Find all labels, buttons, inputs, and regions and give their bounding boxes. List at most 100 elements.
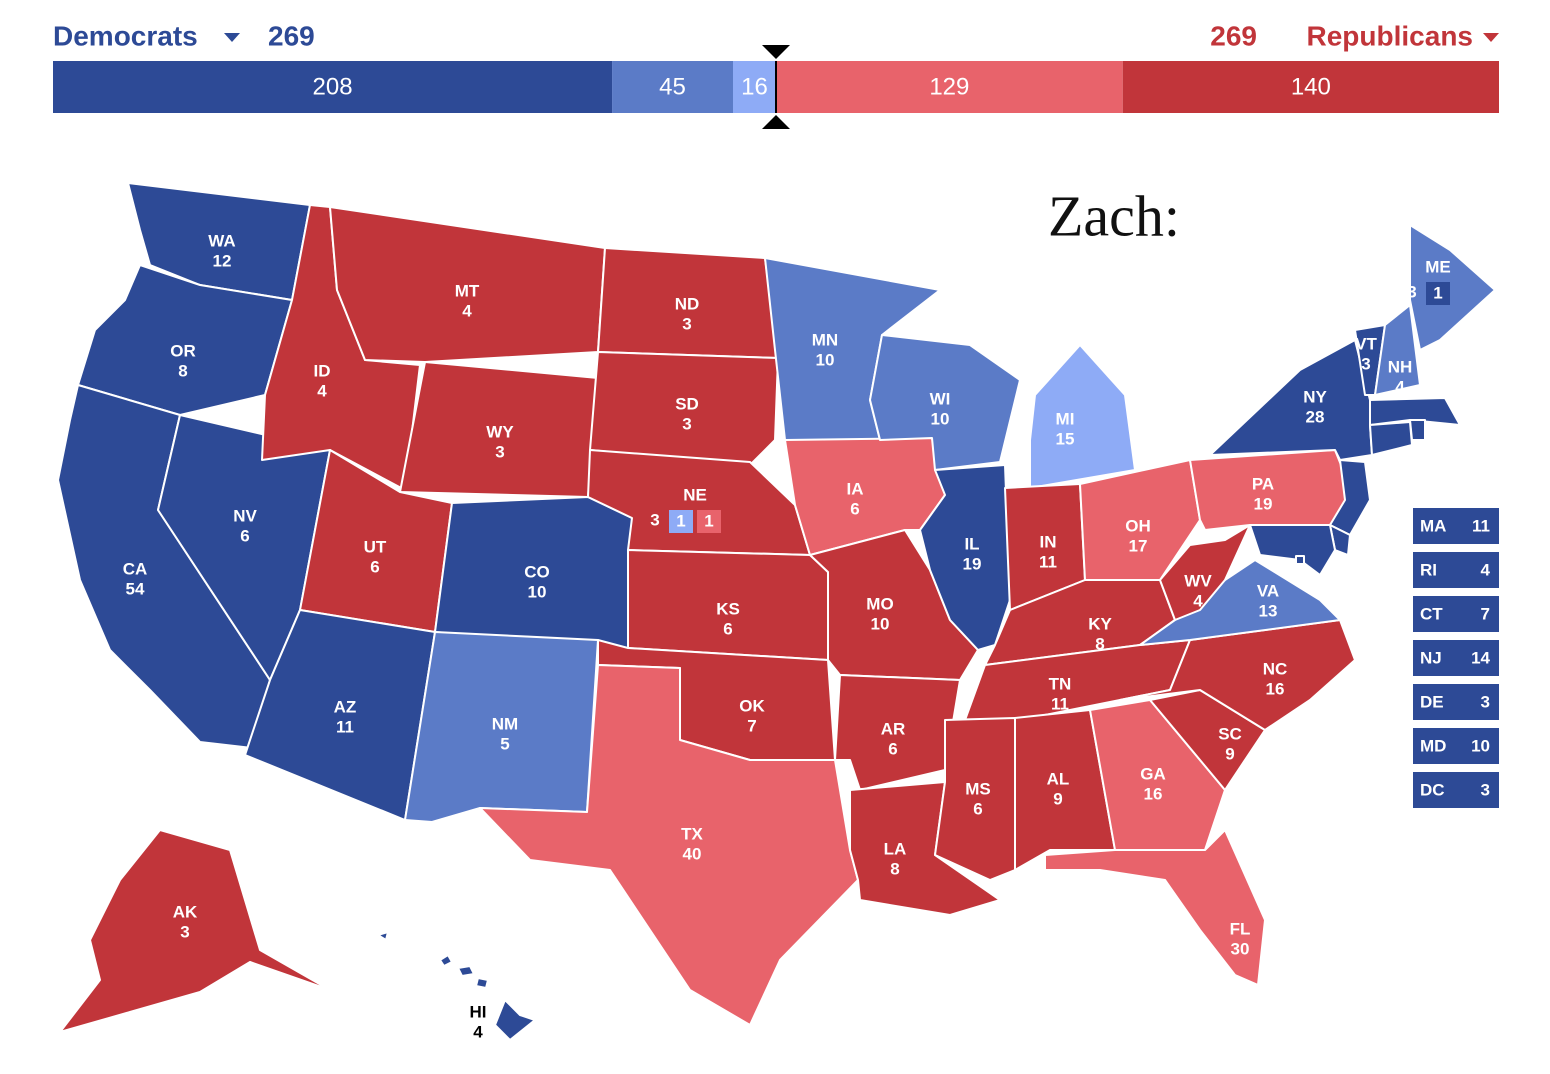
state-abbr: WA — [208, 231, 235, 250]
state-shape[interactable] — [1369, 421, 1413, 456]
state-votes: 6 — [973, 799, 982, 818]
district-votes: 1 — [676, 511, 685, 530]
district-box[interactable] — [697, 510, 721, 533]
small-state-abbr: DC — [1420, 780, 1445, 799]
state-shape[interactable] — [1029, 344, 1136, 489]
state-abbr: VT — [1355, 334, 1377, 353]
state-abbr: FL — [1230, 919, 1251, 938]
small-state-box[interactable] — [1413, 552, 1499, 588]
dem-total: 269 — [268, 20, 315, 51]
district-votes: 1 — [704, 511, 713, 530]
state-shape[interactable] — [589, 351, 779, 466]
state-votes: 4 — [1193, 591, 1203, 610]
dem-dropdown-caret[interactable] — [224, 33, 240, 42]
state-shape[interactable] — [1044, 829, 1266, 986]
state-shape[interactable] — [1089, 699, 1226, 851]
state-shape[interactable] — [1209, 339, 1373, 461]
rep-dropdown-caret[interactable] — [1483, 33, 1499, 42]
state-abbr: OK — [739, 696, 765, 715]
dem-label[interactable]: Democrats — [53, 20, 198, 51]
state-shape[interactable] — [1119, 619, 1356, 731]
state-shape[interactable] — [457, 965, 475, 977]
state-shape[interactable] — [809, 529, 979, 681]
state-abbr: KY — [1088, 614, 1112, 633]
state-abbr: AK — [173, 902, 198, 921]
state-shape[interactable] — [1369, 397, 1461, 426]
state-votes: 3 — [650, 510, 659, 529]
bar-segment-label: 208 — [313, 73, 353, 100]
state-abbr: ND — [675, 294, 700, 313]
state-shape[interactable] — [1159, 524, 1251, 621]
state-shape[interactable] — [1409, 224, 1496, 351]
state-votes: 10 — [871, 614, 890, 633]
rep-label[interactable]: Republicans — [1307, 20, 1473, 51]
small-state-abbr: RI — [1420, 560, 1437, 579]
state-votes: 10 — [528, 582, 547, 601]
state-abbr: NC — [1263, 659, 1288, 678]
state-shape[interactable] — [59, 829, 331, 1033]
state-votes: 3 — [180, 922, 189, 941]
state-shape[interactable] — [377, 931, 389, 941]
state-votes: 19 — [963, 554, 982, 573]
small-state-box[interactable] — [1413, 728, 1499, 764]
state-shape[interactable] — [244, 609, 436, 821]
state-votes: 4 — [1395, 377, 1405, 396]
state-votes: 7 — [747, 716, 756, 735]
state-shape[interactable] — [1249, 524, 1336, 576]
state-abbr: WV — [1184, 571, 1212, 590]
state-votes: 11 — [336, 717, 354, 736]
state-abbr: NE — [683, 485, 707, 504]
state-abbr: NH — [1388, 357, 1413, 376]
state-abbr: CO — [524, 562, 550, 581]
district-box[interactable] — [669, 510, 693, 533]
state-votes: 4 — [473, 1022, 483, 1041]
state-shape[interactable] — [1014, 709, 1116, 871]
state-votes: 5 — [500, 734, 509, 753]
small-state-votes: 10 — [1471, 736, 1490, 755]
state-votes: 4 — [462, 301, 472, 320]
small-state-abbr: MD — [1420, 736, 1446, 755]
state-votes: 3 — [495, 442, 504, 461]
state-votes: 11 — [1051, 694, 1069, 713]
district-votes: 1 — [1433, 283, 1442, 302]
small-state-box[interactable] — [1413, 596, 1499, 632]
state-shape[interactable] — [475, 977, 489, 989]
state-shape[interactable] — [479, 664, 859, 1026]
state-votes: 4 — [317, 381, 327, 400]
state-votes: 6 — [370, 557, 379, 576]
state-votes: 10 — [816, 350, 835, 369]
state-votes: 30 — [1231, 939, 1250, 958]
small-state-box[interactable] — [1413, 508, 1499, 544]
bar-segment-label: 16 — [741, 73, 768, 100]
small-state-box[interactable] — [1413, 640, 1499, 676]
state-votes: 13 — [1259, 601, 1278, 620]
state-abbr: TN — [1049, 674, 1072, 693]
small-state-box[interactable] — [1413, 684, 1499, 720]
bar-segment — [776, 61, 1123, 113]
bar-segment-label: 140 — [1291, 73, 1331, 100]
state-votes: 40 — [683, 844, 702, 863]
state-votes: 3 — [682, 314, 691, 333]
small-state-votes: 3 — [1481, 692, 1490, 711]
state-shape[interactable] — [1295, 555, 1305, 565]
state-votes: 6 — [888, 739, 897, 758]
state-shape[interactable] — [1079, 459, 1201, 581]
state-votes: 6 — [850, 499, 859, 518]
small-state-abbr: MA — [1420, 516, 1446, 535]
state-votes: 19 — [1254, 494, 1273, 513]
small-state-box[interactable] — [1413, 772, 1499, 808]
state-abbr: AR — [881, 719, 906, 738]
tally-bar: 208 45 16 129 140 — [53, 45, 1499, 129]
state-shape[interactable] — [494, 999, 536, 1041]
state-votes: 54 — [126, 579, 145, 598]
state-abbr: OR — [170, 341, 196, 360]
state-votes: 15 — [1056, 429, 1075, 448]
threshold-marker — [762, 115, 790, 129]
state-shape[interactable] — [439, 954, 453, 967]
district-box[interactable] — [1426, 282, 1450, 305]
state-votes: 8 — [178, 361, 187, 380]
state-shape[interactable] — [1374, 304, 1421, 396]
state-votes: 12 — [213, 251, 232, 270]
small-state-abbr: DE — [1420, 692, 1444, 711]
threshold-marker — [762, 45, 790, 59]
